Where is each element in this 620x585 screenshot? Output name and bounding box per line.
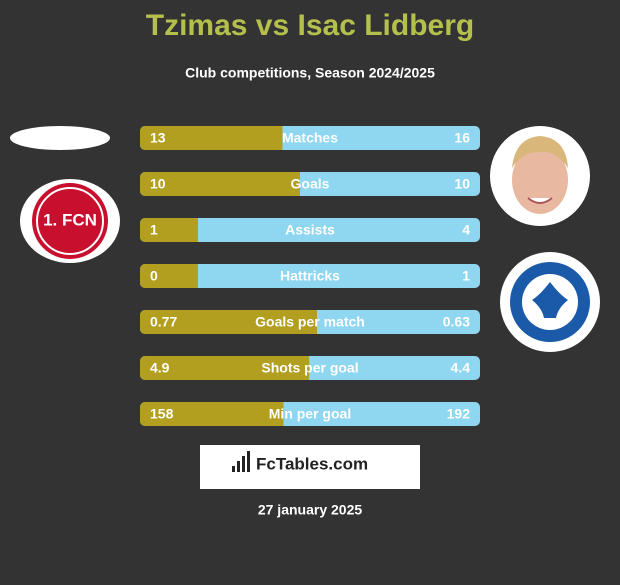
logo-text: 1. FCN xyxy=(43,210,97,229)
right-value: 4.4 xyxy=(451,360,471,376)
player-photo xyxy=(490,126,590,226)
category-label: Shots per goal xyxy=(261,360,358,376)
right-value: 16 xyxy=(454,130,470,146)
chart-title: Tzimas vs Isac Lidberg xyxy=(146,9,474,42)
bar-left-fill xyxy=(192,218,198,242)
bar-left-fill xyxy=(277,402,284,426)
bar-left-fill xyxy=(276,126,283,150)
bar-right xyxy=(140,218,480,242)
lily xyxy=(532,282,568,318)
hair xyxy=(512,136,568,168)
category-label: Hattricks xyxy=(280,268,340,284)
icon-bar xyxy=(237,461,240,472)
category-label: Goals xyxy=(291,176,330,192)
left-value: 0.77 xyxy=(150,314,177,330)
bar-left xyxy=(140,402,284,426)
category-label: Min per goal xyxy=(269,406,351,422)
bar-left xyxy=(140,172,300,196)
brand-box xyxy=(200,445,420,489)
bar-left-fill xyxy=(303,356,310,380)
bar-right xyxy=(140,264,480,288)
bar-left-fill xyxy=(192,264,198,288)
smile xyxy=(527,197,553,204)
icon-bar xyxy=(247,451,250,472)
right-value: 10 xyxy=(454,176,470,192)
icon-bar xyxy=(232,466,235,472)
left-value: 13 xyxy=(150,130,166,146)
bar-left-fill xyxy=(311,310,317,334)
right-value: 1 xyxy=(462,268,470,284)
brand-icon xyxy=(232,451,250,472)
bar-left xyxy=(140,310,317,334)
bar-left xyxy=(140,126,283,150)
icon-bar xyxy=(242,456,245,472)
right-value: 192 xyxy=(447,406,471,422)
left-club-logo: 1. FCN xyxy=(20,179,120,263)
category-label: Goals per match xyxy=(255,314,365,330)
category-label: Matches xyxy=(282,130,338,146)
left-value: 1 xyxy=(150,222,158,238)
category-label: Assists xyxy=(285,222,335,238)
bar-left-fill xyxy=(294,172,300,196)
left-oval xyxy=(10,126,110,150)
bar-left xyxy=(140,264,198,288)
left-value: 158 xyxy=(150,406,174,422)
right-club-logo xyxy=(500,252,600,352)
logo-circle xyxy=(32,183,108,259)
date: 27 january 2025 xyxy=(258,502,363,518)
bar-left xyxy=(140,356,310,380)
brand: FcTables.com xyxy=(256,454,368,473)
bar-left xyxy=(140,218,198,242)
logo-ring xyxy=(36,187,104,255)
face xyxy=(512,146,568,214)
left-value: 4.9 xyxy=(150,360,170,376)
left-value: 10 xyxy=(150,176,166,192)
right-value: 4 xyxy=(462,222,470,238)
chart-subtitle: Club competitions, Season 2024/2025 xyxy=(185,65,435,81)
right-value: 0.63 xyxy=(443,314,470,330)
left-value: 0 xyxy=(150,268,158,284)
